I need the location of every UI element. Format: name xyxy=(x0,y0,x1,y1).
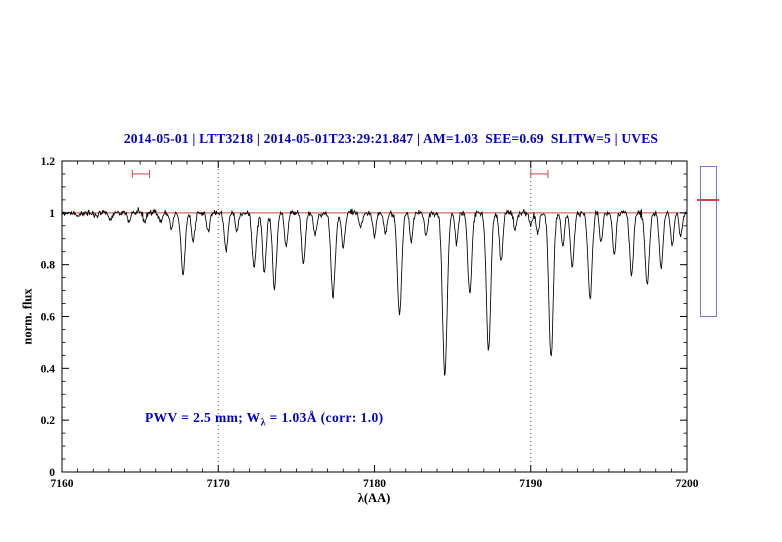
x-tick-label: 7200 xyxy=(676,478,699,490)
y-axis-label: norm. flux xyxy=(20,288,35,345)
y-tick-label: 0.6 xyxy=(41,312,56,324)
spectrum-trace xyxy=(61,207,688,376)
y-tick-label: 1.2 xyxy=(41,156,56,168)
indicator-red-line xyxy=(697,199,719,201)
pwv-annotation-prefix: PWV = 2.5 mm; W xyxy=(145,410,261,425)
figure-title: 2014-05-01 | LTT3218 | 2014-05-01T23:29:… xyxy=(123,131,659,146)
pwv-annotation-lambda-sub: λ xyxy=(260,417,266,429)
x-tick-label: 7170 xyxy=(207,478,230,490)
y-tick-label: 0.8 xyxy=(41,260,56,272)
flux-indicator-box xyxy=(697,166,719,317)
x-tick-label: 7190 xyxy=(519,478,542,490)
y-tick-label: 1 xyxy=(49,208,55,220)
y-tick-label: 0.4 xyxy=(41,363,56,375)
x-axis-label: λ(AA) xyxy=(357,491,391,505)
y-tick-label: 0 xyxy=(49,467,55,479)
x-tick-label: 7160 xyxy=(51,478,74,490)
pwv-annotation-suffix: = 1.03Å (corr: 1.0) xyxy=(265,410,384,425)
x-tick-label: 7180 xyxy=(363,478,386,490)
pwv-annotation: PWV = 2.5 mm; Wλ = 1.03Å (corr: 1.0) xyxy=(145,410,384,429)
y-tick-label: 0.2 xyxy=(41,415,56,427)
